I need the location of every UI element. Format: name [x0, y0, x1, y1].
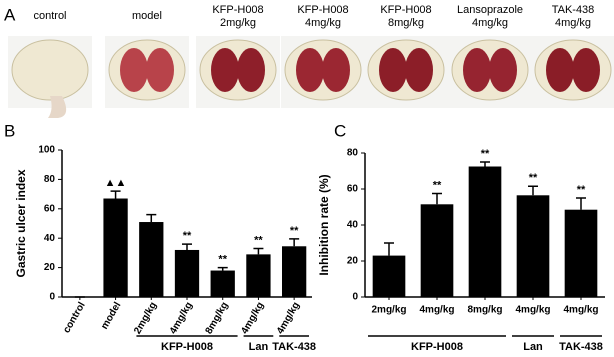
photo-label: KFP-H008: [380, 4, 431, 16]
photo-label: 4mg/kg: [555, 17, 591, 29]
bar: [420, 204, 454, 297]
x-tick-label: 4mg/kg: [168, 300, 195, 336]
bar: [210, 270, 235, 297]
y-tick-label: 0: [49, 292, 55, 303]
significance-label: **: [577, 184, 586, 196]
photo-label: 8mg/kg: [388, 17, 424, 29]
x-tick-label: 4mg/kg: [515, 305, 550, 316]
y-tick-label: 80: [347, 148, 359, 159]
error-bar: [146, 213, 157, 223]
stomach-tail: [48, 96, 67, 118]
stomach-lesion: [120, 48, 148, 92]
photo-label: Lansoprazole: [457, 4, 523, 16]
y-tick-label: 60: [347, 184, 359, 195]
stomach-lesion: [572, 48, 600, 92]
bar: [564, 209, 598, 297]
stomach-lesion: [146, 48, 174, 92]
significance-label: **: [481, 148, 490, 160]
stomach-lesion: [546, 48, 574, 92]
error-bar: [182, 243, 192, 250]
x-tick-label: control: [61, 300, 88, 335]
panel-label: B: [4, 121, 15, 140]
y-axis-label: Inhibition rate (%): [317, 174, 331, 275]
significance-label: **: [433, 179, 442, 191]
error-bar: [110, 190, 121, 199]
x-tick-label: 2mg/kg: [132, 300, 159, 336]
y-tick-label: 40: [347, 220, 359, 231]
photo-label: KFP-H008: [297, 4, 348, 16]
group-label: TAK-438: [559, 341, 603, 353]
bar: [468, 166, 502, 297]
photo-label: KFP-H008: [212, 4, 263, 16]
bar: [372, 255, 406, 297]
stomach: [11, 39, 89, 101]
photo-label: 2mg/kg: [220, 17, 256, 29]
panel-label: C: [334, 121, 346, 140]
y-tick-label: 0: [352, 292, 358, 303]
y-tick-label: 20: [347, 256, 359, 267]
stomach-lesion: [405, 48, 433, 92]
stomach-lesion: [463, 48, 491, 92]
bar: [139, 222, 164, 297]
group-label: Lan: [523, 341, 543, 353]
panel-label: A: [4, 5, 16, 24]
x-tick-label: 4mg/kg: [563, 305, 598, 316]
stomach-lesion: [379, 48, 407, 92]
significance-label: **: [254, 234, 263, 246]
y-tick-label: 20: [44, 262, 56, 273]
bar: [246, 254, 271, 297]
x-tick-label: 8mg/kg: [204, 300, 231, 336]
y-axis-label: Gastric ulcer index: [14, 169, 28, 277]
photo-label: model: [132, 10, 162, 22]
group-label: Lan: [249, 341, 269, 353]
significance-label: **: [183, 230, 192, 242]
bar: [103, 198, 128, 297]
photo-label: control: [33, 10, 66, 22]
significance-label: **: [529, 172, 538, 184]
error-bar: [217, 266, 228, 271]
y-tick-label: 40: [44, 233, 56, 244]
group-label: TAK-438: [272, 341, 316, 353]
stomach-lesion: [322, 48, 350, 92]
error-bar: [480, 161, 490, 167]
error-bar: [528, 185, 538, 196]
error-bar: [289, 238, 300, 247]
group-label: KFP-H008: [411, 341, 463, 353]
error-bar: [432, 192, 442, 205]
bar: [174, 249, 200, 297]
x-tick-label: 2mg/kg: [371, 305, 406, 316]
group-label: KFP-H008: [161, 341, 213, 353]
photo-label: 4mg/kg: [305, 17, 341, 29]
y-tick-label: 80: [44, 174, 56, 185]
bar: [516, 195, 550, 297]
x-tick-label: 8mg/kg: [467, 305, 502, 316]
stomach-lesion: [489, 48, 517, 92]
stomach-lesion: [296, 48, 324, 92]
significance-label: **: [218, 254, 227, 266]
y-tick-label: 100: [38, 145, 55, 156]
significance-label: **: [290, 225, 299, 237]
x-tick-label: model: [99, 300, 123, 331]
bar: [282, 246, 307, 297]
photo-label: TAK-438: [552, 4, 595, 16]
x-tick-label: 4mg/kg: [239, 300, 266, 336]
error-bar: [384, 242, 394, 256]
x-tick-label: 4mg/kg: [275, 300, 302, 336]
error-bar: [253, 247, 264, 255]
photo-label: 4mg/kg: [472, 17, 508, 29]
error-bar: [576, 197, 586, 210]
x-tick-label: 4mg/kg: [419, 305, 454, 316]
y-tick-label: 60: [44, 203, 56, 214]
stomach-lesion: [237, 48, 265, 92]
significance-label: ▲▲: [105, 177, 127, 189]
stomach-lesion: [211, 48, 239, 92]
